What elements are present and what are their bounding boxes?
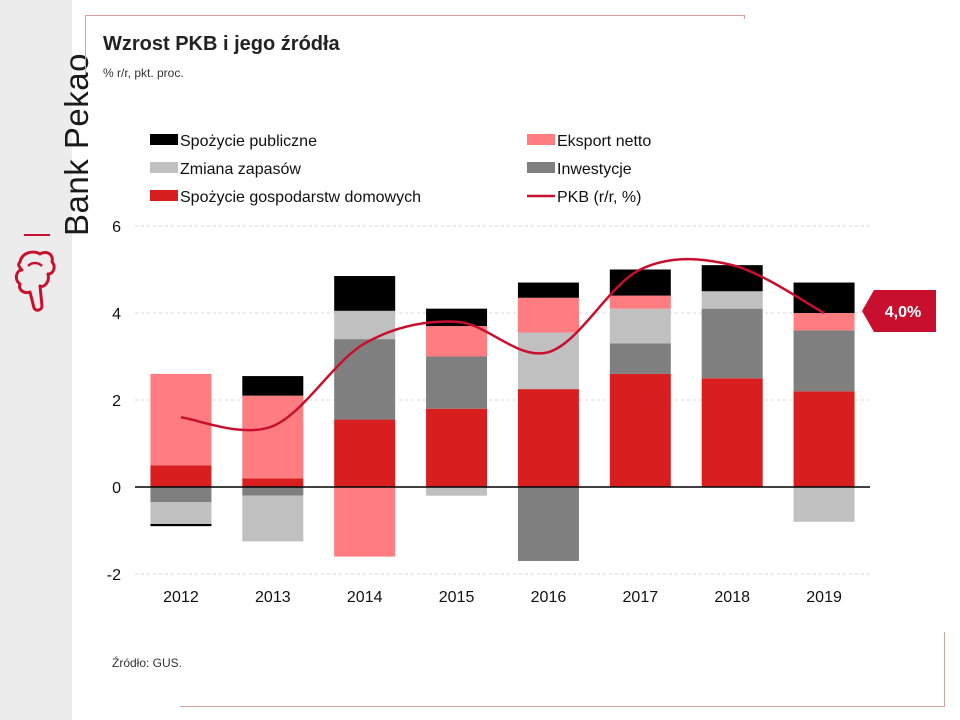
- legend-label-zmiana-zapasow: Zmiana zapasów: [180, 161, 301, 178]
- source-note: Źródło: GUS.: [112, 656, 183, 670]
- legend-label-inwestycje: Inwestycje: [557, 161, 632, 178]
- y-tick-label: 2: [112, 393, 121, 410]
- bar-eksport-netto-2014: [334, 487, 396, 557]
- frame-top-line: [85, 15, 745, 16]
- chart-bars: [150, 265, 855, 561]
- bar-eksport-netto-2019: [793, 313, 855, 331]
- x-tick-label: 2015: [439, 589, 475, 606]
- bar-spozycie-publiczne-2018: [701, 265, 763, 292]
- bar-spozycie-publiczne-2013: [242, 376, 304, 396]
- callout-label: 4,0%: [885, 304, 921, 321]
- legend-label-spozycie-gd: Spożycie gospodarstw domowych: [180, 189, 421, 206]
- bar-inwestycje-2017: [609, 343, 671, 374]
- legend-label-pkb-line: PKB (r/r, %): [557, 189, 641, 206]
- bar-eksport-netto-2012: [150, 373, 212, 466]
- bar-spozycie-gd-2017: [609, 373, 671, 487]
- brand-separator: [24, 234, 50, 236]
- bar-spozycie-gd-2013: [242, 478, 304, 487]
- y-tick-label: 4: [112, 306, 121, 323]
- page-subtitle: % r/r, pkt. proc.: [103, 66, 184, 80]
- bar-spozycie-publiczne-2012: [150, 523, 212, 527]
- bar-inwestycje-2013: [242, 487, 304, 496]
- chart-legend: Spożycie publiczne Eksport netto Zmiana za…: [150, 133, 651, 206]
- x-tick-label: 2019: [806, 589, 842, 606]
- pkb-line: [180, 257, 825, 432]
- frame-right-line: [944, 632, 945, 707]
- brand-logo-block: Bank Pekao: [0, 0, 95, 340]
- bar-spozycie-gd-2015: [426, 408, 488, 487]
- x-tick-label: 2017: [623, 589, 659, 606]
- bar-inwestycje-2016: [517, 487, 579, 561]
- x-tick-label: 2014: [347, 589, 383, 606]
- y-axis-ticks: -2 0 2 4 6: [107, 219, 121, 584]
- bar-spozycie-publiczne-2016: [517, 282, 579, 298]
- bar-zmiana-zapasow-2017: [609, 308, 671, 344]
- bar-inwestycje-2015: [426, 356, 488, 409]
- legend-swatch-spozycie-gd: [150, 190, 178, 201]
- bar-zmiana-zapasow-2018: [701, 291, 763, 309]
- x-tick-label: 2018: [714, 589, 750, 606]
- bar-spozycie-publiczne-2015: [426, 308, 488, 327]
- bar-spozycie-publiczne-2017: [609, 269, 671, 296]
- x-axis-ticks: 2012 2013 2014 2015 2016 2017 2018 2019: [163, 589, 842, 606]
- bar-spozycie-gd-2019: [793, 391, 855, 487]
- legend-swatch-inwestycje: [527, 162, 555, 173]
- bar-spozycie-gd-2016: [517, 389, 579, 487]
- legend-label-eksport-netto: Eksport netto: [557, 133, 651, 150]
- bar-spozycie-gd-2014: [334, 419, 396, 487]
- x-tick-label: 2016: [531, 589, 567, 606]
- bar-inwestycje-2012: [150, 487, 212, 503]
- frame-left-line: [85, 15, 86, 75]
- bar-zmiana-zapasow-2019: [793, 487, 855, 522]
- bar-spozycie-publiczne-2014: [334, 276, 396, 311]
- bar-spozycie-gd-2012: [150, 465, 212, 487]
- bar-eksport-netto-2017: [609, 295, 671, 309]
- bar-inwestycje-2019: [793, 330, 855, 392]
- pkb-2019-callout: 4,0%: [862, 290, 936, 332]
- bar-eksport-netto-2015: [426, 326, 488, 357]
- frame-top-tick: [744, 15, 745, 19]
- y-tick-label: 0: [112, 480, 121, 497]
- bar-zmiana-zapasow-2012: [150, 502, 212, 524]
- frame-bottom-line: [180, 706, 945, 707]
- bar-zmiana-zapasow-2016: [517, 332, 579, 390]
- bar-inwestycje-2014: [334, 339, 396, 420]
- bar-inwestycje-2018: [701, 308, 763, 379]
- sidebar: Bank Pekao: [0, 0, 95, 720]
- legend-swatch-zmiana-zapasow: [150, 162, 178, 173]
- bar-eksport-netto-2013: [242, 395, 304, 479]
- legend-swatch-eksport-netto: [527, 134, 555, 145]
- page-title: Wzrost PKB i jego źródła: [103, 33, 340, 55]
- bar-spozycie-publiczne-2019: [793, 282, 855, 313]
- x-tick-label: 2013: [255, 589, 291, 606]
- bar-zmiana-zapasow-2015: [426, 487, 488, 496]
- bar-spozycie-gd-2018: [701, 378, 763, 487]
- bar-zmiana-zapasow-2013: [242, 495, 304, 542]
- bar-zmiana-zapasow-2014: [334, 310, 396, 340]
- y-tick-label: 6: [112, 219, 121, 236]
- callout-arrow-box: [862, 290, 936, 332]
- bison-logo-icon: [14, 250, 56, 312]
- x-tick-label: 2012: [163, 589, 199, 606]
- y-tick-label: -2: [107, 567, 121, 584]
- legend-swatch-spozycie-publiczne: [150, 134, 178, 145]
- bar-eksport-netto-2016: [517, 297, 579, 333]
- legend-label-spozycie-publiczne: Spożycie publiczne: [180, 133, 317, 150]
